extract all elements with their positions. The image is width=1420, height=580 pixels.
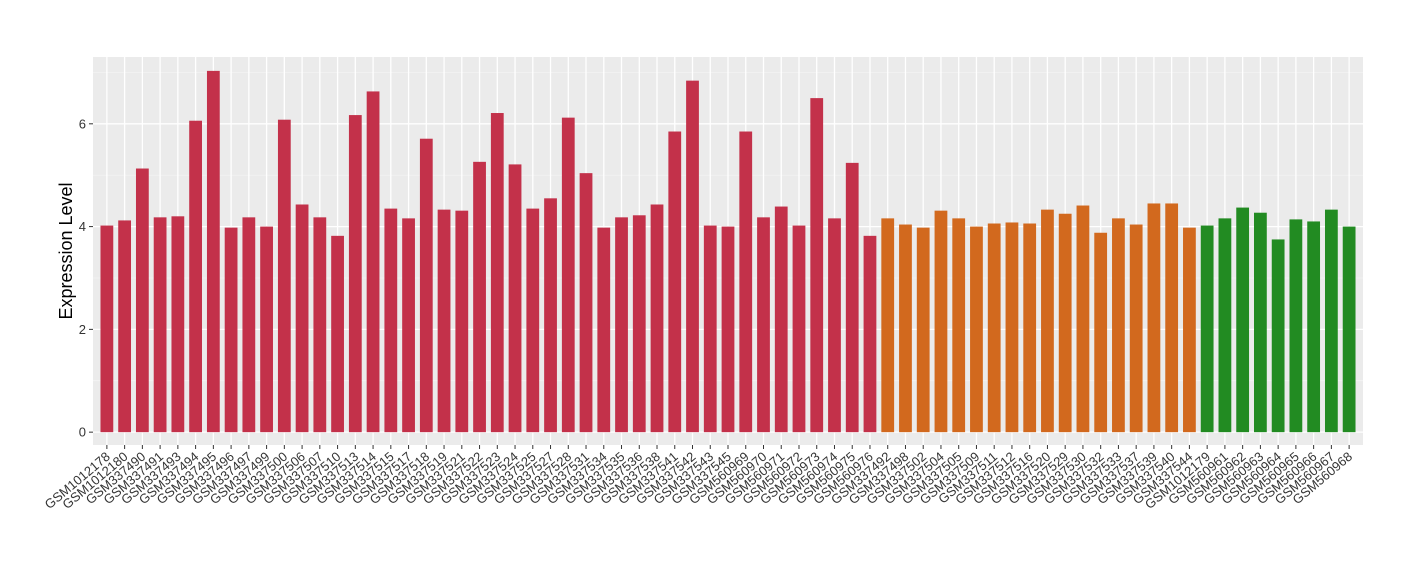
- bar: [100, 225, 114, 433]
- bar: [1058, 213, 1072, 433]
- bar: [881, 218, 895, 433]
- bar: [792, 225, 806, 433]
- bar: [1112, 218, 1125, 433]
- bar: [952, 218, 966, 433]
- bar: [916, 227, 930, 433]
- bar: [774, 206, 788, 433]
- bar: [863, 235, 877, 433]
- bar: [526, 208, 540, 433]
- bar: [970, 226, 983, 433]
- bar: [277, 119, 291, 433]
- bar: [206, 70, 220, 433]
- bar: [987, 223, 1001, 433]
- bar: [384, 208, 398, 433]
- bar: [899, 224, 912, 433]
- bar: [934, 210, 948, 433]
- bar: [331, 235, 344, 433]
- bar: [721, 226, 735, 433]
- bar: [1307, 221, 1321, 433]
- bar: [650, 204, 664, 433]
- bar: [224, 227, 238, 433]
- y-axis-title: Expression Level: [56, 182, 76, 319]
- bar: [437, 209, 451, 433]
- bar: [490, 113, 504, 433]
- bar: [189, 120, 202, 433]
- bar: [1147, 203, 1161, 433]
- bar: [561, 117, 575, 433]
- bar: [1041, 209, 1054, 433]
- bar: [632, 215, 646, 433]
- bar: [171, 216, 185, 433]
- bar: [118, 220, 132, 433]
- bar: [1200, 225, 1214, 433]
- bar: [1324, 209, 1338, 433]
- bar: [402, 218, 415, 433]
- bar: [1236, 207, 1250, 433]
- bar: [1005, 222, 1019, 433]
- bar: [1023, 223, 1037, 433]
- bar: [739, 131, 753, 433]
- bar: [135, 168, 149, 433]
- bar: [1165, 203, 1179, 433]
- bar: [260, 226, 273, 433]
- y-tick-label: 2: [79, 322, 86, 337]
- bars: [100, 70, 1356, 433]
- bar: [845, 162, 859, 433]
- bar: [419, 138, 433, 433]
- bar: [1094, 232, 1108, 433]
- bar: [757, 217, 770, 433]
- bar: [544, 198, 557, 433]
- bar: [686, 80, 699, 433]
- bar: [1254, 212, 1267, 433]
- bar: [366, 91, 380, 433]
- bar: [153, 217, 167, 433]
- bar: [579, 173, 593, 433]
- bar: [703, 225, 717, 433]
- y-tick-label: 4: [79, 219, 86, 234]
- bar: [1076, 205, 1090, 433]
- bar: [242, 217, 256, 433]
- x-axis: GSM1012178GSM1012180GSM337490GSM337491GS…: [42, 445, 1355, 512]
- bar: [1342, 226, 1356, 433]
- bar: [1218, 218, 1232, 433]
- bar: [1183, 227, 1196, 433]
- bar: [455, 210, 469, 433]
- bar: [295, 204, 309, 433]
- bar: [668, 131, 682, 433]
- bar: [348, 115, 362, 433]
- y-tick-label: 6: [79, 116, 86, 131]
- y-tick-label: 0: [79, 425, 86, 440]
- bar: [597, 227, 611, 433]
- bar: [828, 218, 841, 433]
- y-axis: 0 2 4 6: [79, 116, 93, 440]
- bar: [313, 217, 327, 433]
- bar: [508, 164, 522, 433]
- bar: [1271, 239, 1285, 433]
- bar: [1289, 219, 1303, 433]
- bar: [615, 217, 628, 433]
- bar: [810, 98, 824, 433]
- bar: [1129, 224, 1143, 433]
- bar: [473, 161, 486, 433]
